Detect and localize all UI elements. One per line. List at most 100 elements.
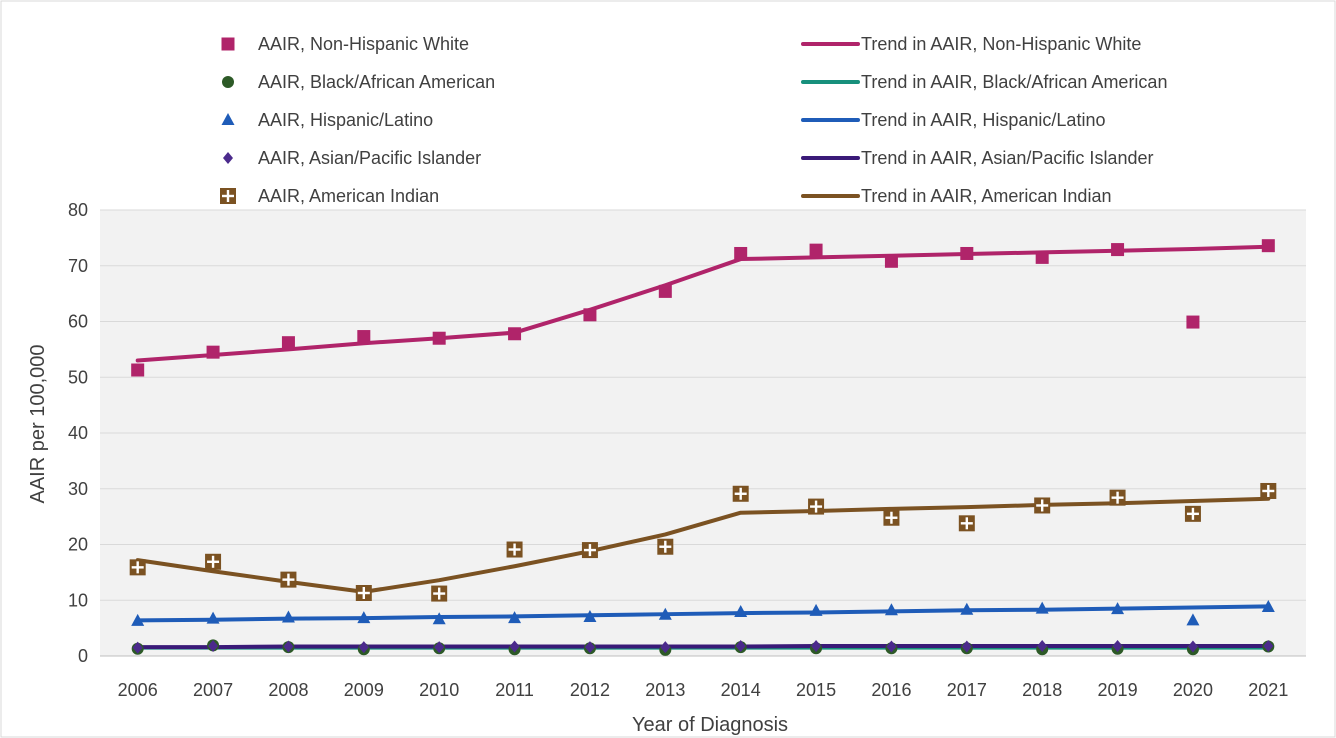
y-tick-labels: 0 10 20 30 40 50 60 70 80	[68, 200, 88, 666]
data-point	[583, 609, 597, 622]
data-point	[1186, 613, 1200, 626]
data-point	[431, 585, 448, 602]
legend-item: Trend in AAIR, Hispanic/Latino	[801, 110, 1105, 130]
gridlines	[100, 209, 1306, 657]
y-tick-label: 60	[68, 312, 88, 332]
legend-item: Trend in AAIR, Black/African American	[801, 72, 1167, 92]
y-tick-label: 50	[68, 367, 88, 387]
data-point	[132, 641, 143, 654]
data-point	[1111, 602, 1125, 615]
legend-item: AAIR, Black/African American	[222, 72, 495, 92]
data-point	[658, 607, 672, 620]
data-point	[1035, 250, 1049, 264]
legend-label: AAIR, Asian/Pacific Islander	[258, 148, 481, 168]
x-tick-label: 2020	[1173, 680, 1213, 700]
data-point	[883, 509, 900, 526]
data-point	[358, 641, 369, 654]
data-point	[280, 571, 297, 588]
legend-label: Trend in AAIR, American Indian	[861, 186, 1111, 206]
x-tick-label: 2018	[1022, 680, 1062, 700]
data-point	[1111, 243, 1125, 257]
data-point	[808, 498, 825, 515]
x-tick-label: 2010	[419, 680, 459, 700]
x-tick-label: 2021	[1248, 680, 1288, 700]
data-point	[809, 603, 823, 616]
data-point	[355, 585, 372, 602]
data-point	[1035, 601, 1049, 614]
x-axis-title: Year of Diagnosis	[632, 714, 788, 736]
y-tick-label: 40	[68, 423, 88, 443]
x-tick-label: 2011	[495, 680, 534, 700]
legend-label: Trend in AAIR, Hispanic/Latino	[861, 110, 1105, 130]
x-tick-label: 2017	[947, 680, 987, 700]
legend-swatch	[223, 152, 233, 164]
data-point	[884, 603, 898, 616]
data-point	[208, 639, 219, 652]
legend-item: AAIR, American Indian	[220, 186, 439, 206]
x-tick-label: 2006	[118, 680, 158, 700]
legend-label: Trend in AAIR, Non-Hispanic White	[861, 34, 1141, 54]
data-point	[206, 611, 220, 624]
data-point	[1184, 505, 1201, 522]
series-points-aair-asian-pacific-islander	[132, 639, 1274, 654]
series-points-aair-american-indian	[129, 482, 1277, 602]
y-tick-label: 70	[68, 256, 88, 276]
legend-label: Trend in AAIR, Asian/Pacific Islander	[861, 148, 1153, 168]
data-point	[131, 363, 145, 377]
data-point	[281, 336, 295, 350]
legend-label: AAIR, Black/African American	[258, 72, 495, 92]
data-point	[432, 612, 446, 625]
data-point	[1263, 639, 1274, 652]
data-point	[357, 611, 371, 624]
data-point	[884, 254, 898, 268]
data-point	[958, 515, 975, 532]
data-point	[658, 284, 672, 298]
data-point	[961, 640, 972, 653]
data-point	[434, 641, 445, 654]
data-point	[1261, 599, 1275, 612]
legend-label: AAIR, Non-Hispanic White	[258, 34, 469, 54]
data-point	[1034, 497, 1051, 514]
data-point	[735, 639, 746, 652]
legend-swatch	[222, 76, 234, 88]
legend-item: AAIR, Non-Hispanic White	[221, 34, 469, 54]
y-tick-label: 80	[68, 200, 88, 220]
series-points-aair-non-hispanic-white	[131, 239, 1275, 377]
data-point	[1260, 482, 1277, 499]
legend-item: AAIR, Hispanic/Latino	[221, 110, 433, 130]
data-point	[581, 542, 598, 559]
data-point	[205, 553, 222, 570]
data-point	[1037, 639, 1048, 652]
data-point	[1186, 315, 1200, 329]
data-point	[734, 246, 748, 260]
legend-item: Trend in AAIR, American Indian	[801, 186, 1111, 206]
series-points-aair-hispanic-latino	[131, 599, 1275, 626]
y-tick-label: 10	[68, 590, 88, 610]
data-point	[657, 538, 674, 555]
legend-item: Trend in AAIR, Asian/Pacific Islander	[801, 148, 1153, 168]
x-tick-label: 2007	[193, 680, 233, 700]
data-point	[732, 485, 749, 502]
x-tick-label: 2015	[796, 680, 836, 700]
data-point	[357, 330, 371, 344]
legend-label: AAIR, American Indian	[258, 186, 439, 206]
legend: AAIR, Non-Hispanic White AAIR, Black/Afri…	[220, 34, 1167, 206]
x-tick-label: 2009	[344, 680, 384, 700]
legend-item: Trend in AAIR, Non-Hispanic White	[801, 34, 1141, 54]
legend-label: Trend in AAIR, Black/African American	[861, 72, 1167, 92]
data-point	[506, 541, 523, 558]
x-tick-label: 2016	[871, 680, 911, 700]
data-point	[886, 640, 897, 653]
data-point	[809, 243, 823, 257]
data-point	[1109, 489, 1126, 506]
data-point	[811, 639, 822, 652]
data-point	[509, 640, 520, 653]
x-tick-label: 2013	[645, 680, 685, 700]
data-point	[1187, 640, 1198, 653]
y-axis-title: AAIR per 100,000	[27, 345, 49, 504]
y-tick-label: 20	[68, 535, 88, 555]
x-tick-label: 2008	[268, 680, 308, 700]
data-point	[1112, 639, 1123, 652]
y-tick-label: 30	[68, 479, 88, 499]
